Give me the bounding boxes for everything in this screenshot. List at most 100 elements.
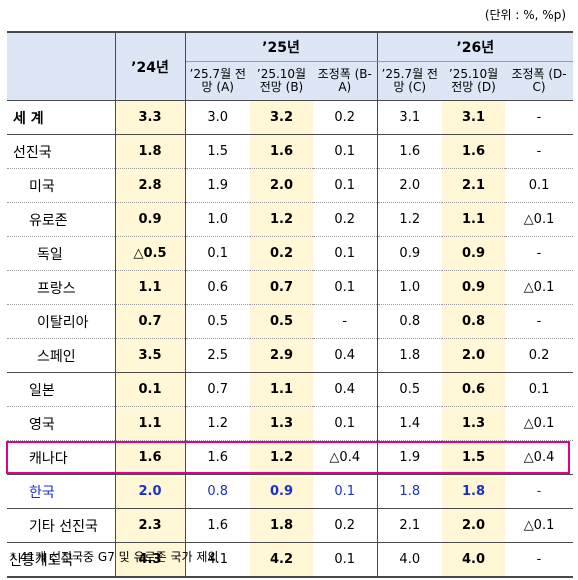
value-2024: 3.5 xyxy=(114,338,186,373)
value-2024: 2.3 xyxy=(114,508,186,543)
value-25-adj: 0.2 xyxy=(313,202,378,237)
header-26-adj: 조정폭 (D-C) xyxy=(505,61,574,101)
value-26-jul: 1.6 xyxy=(377,134,443,169)
value-26-adj: △0.1 xyxy=(505,508,574,543)
value-26-jul: 3.1 xyxy=(377,100,443,135)
value-26-jul: 1.2 xyxy=(377,202,443,237)
value-26-oct: 1.5 xyxy=(442,440,506,475)
value-25-jul: 0.6 xyxy=(185,270,250,305)
value-2024: 1.8 xyxy=(114,134,186,169)
value-26-oct: 3.1 xyxy=(442,100,506,135)
value-25-adj: 0.1 xyxy=(313,236,378,271)
value-26-jul: 0.5 xyxy=(377,372,443,407)
value-26-adj: △0.4 xyxy=(505,440,574,475)
header-25-adj: 조정폭 (B-A) xyxy=(313,61,378,101)
value-26-jul: 0.9 xyxy=(377,236,443,271)
value-26-jul: 2.0 xyxy=(377,168,443,203)
value-25-adj: 0.4 xyxy=(313,372,378,407)
header-25-jul: ’25.7월 전망 (A) xyxy=(185,61,250,101)
table-row: 영국 1.1 1.2 1.3 0.1 1.4 1.3 △0.1 xyxy=(7,406,574,441)
value-26-oct: 0.8 xyxy=(442,304,506,339)
value-25-jul: 0.5 xyxy=(185,304,250,339)
value-25-jul: 1.9 xyxy=(185,168,250,203)
header-2025: ’25년 xyxy=(185,32,378,62)
header-26-jul: ’25.7월 전망 (C) xyxy=(377,61,443,101)
value-26-jul: 1.9 xyxy=(377,440,443,475)
table-row: 일본 0.1 0.7 1.1 0.4 0.5 0.6 0.1 xyxy=(7,372,574,407)
table-row: 미국 2.8 1.9 2.0 0.1 2.0 2.1 0.1 xyxy=(7,168,574,203)
value-25-oct: 1.2 xyxy=(250,440,313,475)
country-name: 유로존 xyxy=(7,202,115,237)
country-name: 이탈리아 xyxy=(7,304,115,339)
value-25-jul: 1.0 xyxy=(185,202,250,237)
value-25-oct: 1.1 xyxy=(250,372,313,407)
table-row: 프랑스 1.1 0.6 0.7 0.1 1.0 0.9 △0.1 xyxy=(7,270,574,305)
value-26-jul: 1.4 xyxy=(377,406,443,441)
value-2024: 2.0 xyxy=(114,474,186,509)
table-row: 캐나다 1.6 1.6 1.2 △0.4 1.9 1.5 △0.4 xyxy=(7,440,574,475)
value-25-adj: 0.4 xyxy=(313,338,378,373)
value-25-oct: 1.6 xyxy=(250,134,313,169)
value-26-adj: △0.1 xyxy=(505,202,574,237)
value-26-oct: 2.0 xyxy=(442,508,506,543)
value-26-adj: - xyxy=(505,236,574,271)
value-26-oct: 1.6 xyxy=(442,134,506,169)
value-25-jul: 0.8 xyxy=(185,474,250,509)
header-2026: ’26년 xyxy=(377,32,574,62)
value-25-oct: 4.2 xyxy=(250,542,313,578)
value-25-jul: 0.1 xyxy=(185,236,250,271)
value-26-oct: 0.9 xyxy=(442,236,506,271)
value-25-adj: 0.2 xyxy=(313,508,378,543)
table-row: 기타 선진국 2.3 1.6 1.8 0.2 2.1 2.0 △0.1 xyxy=(7,508,574,543)
value-25-jul: 1.6 xyxy=(185,440,250,475)
value-26-oct: 1.1 xyxy=(442,202,506,237)
table-row: 이탈리아 0.7 0.5 0.5-0.8 0.8- xyxy=(7,304,574,339)
value-2024: 0.1 xyxy=(114,372,186,407)
value-26-oct: 0.9 xyxy=(442,270,506,305)
value-25-oct: 0.5 xyxy=(250,304,313,339)
value-25-oct: 1.8 xyxy=(250,508,313,543)
value-2024: △0.5 xyxy=(114,236,186,271)
value-25-oct: 0.9 xyxy=(250,474,313,509)
country-name: 선진국 xyxy=(7,134,115,169)
table-row: 신흥개도국 4.3 4.1 4.2 0.1 4.0 4.0- xyxy=(7,542,574,578)
value-2024: 2.8 xyxy=(114,168,186,203)
value-26-adj: 0.1 xyxy=(505,372,574,407)
country-name: 스페인 xyxy=(7,338,115,373)
header-25-oct: ’25.10월 전망 (B) xyxy=(250,61,313,101)
value-25-oct: 1.2 xyxy=(250,202,313,237)
value-26-adj: △0.1 xyxy=(505,270,574,305)
value-26-jul: 2.1 xyxy=(377,508,443,543)
value-26-adj: - xyxy=(505,304,574,339)
value-25-jul: 1.2 xyxy=(185,406,250,441)
value-25-adj: 0.2 xyxy=(313,100,378,135)
value-25-adj: 0.1 xyxy=(313,168,378,203)
value-26-jul: 1.8 xyxy=(377,338,443,373)
value-25-jul: 3.0 xyxy=(185,100,250,135)
value-25-adj: △0.4 xyxy=(313,440,378,475)
value-26-oct: 1.8 xyxy=(442,474,506,509)
country-name: 캐나다 xyxy=(7,440,115,475)
value-25-oct: 0.2 xyxy=(250,236,313,271)
country-name: 기타 선진국 xyxy=(7,508,115,543)
country-name: 한국 xyxy=(7,474,115,509)
value-26-oct: 1.3 xyxy=(442,406,506,441)
value-26-jul: 0.8 xyxy=(377,304,443,339)
table-row: 선진국 1.8 1.5 1.6 0.1 1.6 1.6- xyxy=(7,134,574,169)
value-26-oct: 2.1 xyxy=(442,168,506,203)
value-26-adj: △0.1 xyxy=(505,406,574,441)
value-25-adj: 0.1 xyxy=(313,134,378,169)
country-name: 독일 xyxy=(7,236,115,271)
table-row: 한국 2.0 0.8 0.9 0.1 1.8 1.8- xyxy=(7,474,574,509)
value-2024: 0.9 xyxy=(114,202,186,237)
value-2024: 4.3 xyxy=(114,542,186,578)
value-25-adj: 0.1 xyxy=(313,542,378,578)
value-2024: 1.6 xyxy=(114,440,186,475)
value-2024: 1.1 xyxy=(114,270,186,305)
country-name: 신흥개도국 xyxy=(7,542,115,578)
value-26-oct: 0.6 xyxy=(442,372,506,407)
value-25-adj: - xyxy=(313,304,378,339)
value-26-adj: - xyxy=(505,100,574,135)
country-name: 영국 xyxy=(7,406,115,441)
unit-label: (단위 : %, %p) xyxy=(484,8,566,22)
